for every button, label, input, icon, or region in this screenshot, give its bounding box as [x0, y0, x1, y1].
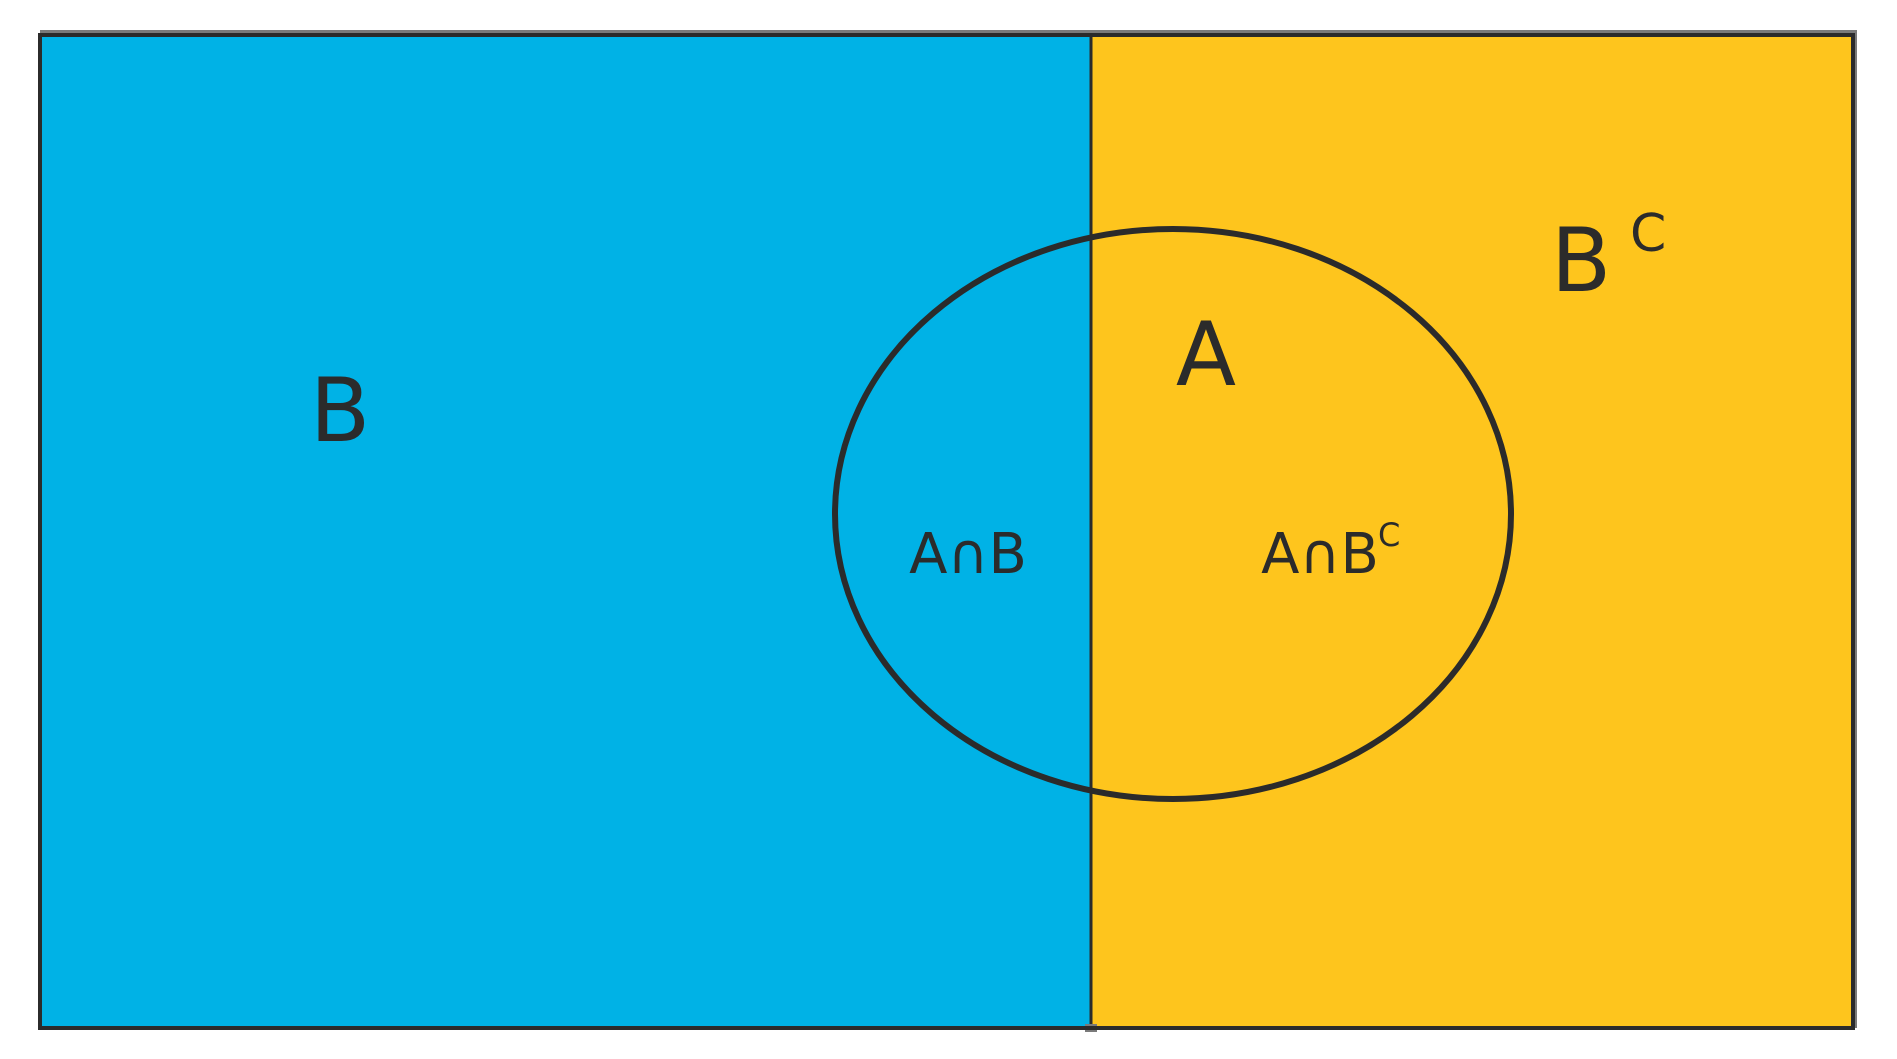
label-b: B	[310, 359, 370, 462]
frame-border	[38, 33, 1855, 1030]
label-b-complement-base: B	[1551, 209, 1611, 312]
label-a-intersect-b: A∩B	[909, 522, 1027, 587]
region-b	[40, 35, 1091, 1028]
region-b-complement	[1091, 35, 1853, 1028]
set-a-ellipse	[832, 226, 1514, 802]
label-a-intersect-b-complement-superscript: C	[1378, 516, 1400, 554]
label-b-complement: B	[1551, 209, 1611, 312]
label-b-complement-superscript: C	[1630, 204, 1666, 264]
label-a: A	[1176, 303, 1236, 406]
frame-shadow	[40, 30, 1857, 35]
label-a-intersect-b-complement: A∩B	[1261, 522, 1379, 587]
